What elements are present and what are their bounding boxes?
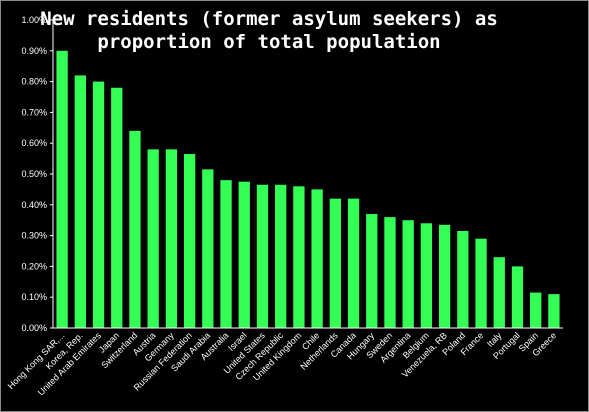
bar xyxy=(548,294,560,328)
y-tick-label: 0.10% xyxy=(21,292,47,302)
bar xyxy=(420,223,433,328)
y-axis: 0.00% 0.10% 0.20% 0.30% 0.40% 0.50% 0.60% 0.70%… xyxy=(21,15,54,333)
bar xyxy=(238,181,250,328)
bar xyxy=(202,169,214,328)
y-tick-label: 0.40% xyxy=(21,200,47,210)
y-tick-label: 0.50% xyxy=(21,169,47,179)
bar xyxy=(493,257,505,328)
y-tick-label: 0.90% xyxy=(21,46,47,56)
bar xyxy=(56,50,68,329)
y-tick-label: 0.20% xyxy=(21,261,47,271)
bar xyxy=(256,184,269,328)
y-tick-label: 0.70% xyxy=(21,107,47,117)
bar xyxy=(438,224,451,328)
y-tick-label: 1.00% xyxy=(21,15,47,25)
bar xyxy=(92,81,105,328)
y-tick-label: 0.00% xyxy=(21,323,47,333)
bars-group xyxy=(56,50,560,329)
bar xyxy=(220,180,232,328)
y-tick-label: 0.80% xyxy=(21,77,47,87)
bar xyxy=(347,198,360,328)
bar xyxy=(129,130,141,328)
y-tick-label: 0.30% xyxy=(21,231,47,241)
bar xyxy=(275,184,287,328)
bar xyxy=(366,214,378,328)
bar xyxy=(74,75,86,328)
bar xyxy=(530,292,542,328)
bar xyxy=(475,238,487,328)
bar xyxy=(384,217,396,328)
x-axis: Hong Kong SAR,...Korea, Rep.United Arab … xyxy=(6,327,563,398)
chart-title-line-2: proportion of total population xyxy=(97,31,440,53)
bar xyxy=(311,189,323,328)
bar xyxy=(293,186,305,328)
bar xyxy=(402,220,414,328)
chart-title-line-1: New residents (former asylum seekers) as xyxy=(40,8,498,30)
bar xyxy=(111,87,123,328)
bar xyxy=(165,149,178,328)
y-tick-label: 0.60% xyxy=(21,138,47,148)
bar xyxy=(147,149,159,328)
bar xyxy=(457,230,469,328)
bar xyxy=(511,266,524,328)
bar xyxy=(183,153,196,328)
bar xyxy=(329,198,341,328)
